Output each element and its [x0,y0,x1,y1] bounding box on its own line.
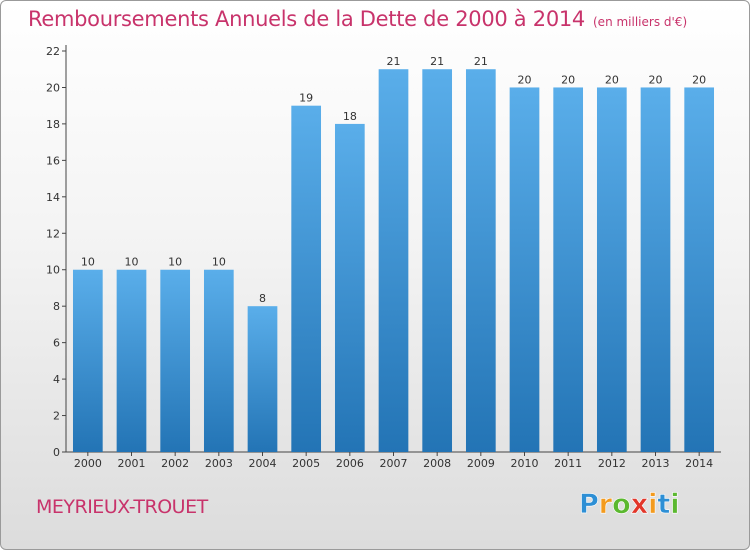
x-tick-label: 2005 [292,457,320,470]
bar [116,269,147,452]
bar [72,269,103,452]
y-axis: 0 2 4 6 8 10 12 14 16 18 20 22 [46,45,67,459]
y-tick-label: 0 [53,446,60,459]
bar-value-label: 21 [474,55,488,68]
bar-value-label: 20 [605,73,619,86]
proxiti-logo: Proxiti [579,489,680,523]
y-tick-label: 4 [53,373,60,386]
x-tick-label: 2002 [161,457,189,470]
bar-value-label: 21 [387,55,401,68]
bar-value-label: 10 [212,256,226,269]
logo-letter: i [670,489,680,521]
x-tick-label: 2012 [598,457,626,470]
bar [247,306,278,452]
bar [203,269,234,452]
unit-note: (en milliers d'€) [593,15,688,29]
chart-title: Remboursements Annuels de la Dette de 20… [28,7,687,31]
bar [291,105,322,452]
logo-letter: r [598,489,613,521]
x-tick-label: 2011 [554,457,582,470]
bar [422,69,453,453]
logo-letter: P [579,489,599,521]
bar-value-label: 10 [125,256,139,269]
y-tick-label: 14 [46,191,60,204]
logo-letter: t [657,489,671,521]
bar-value-label: 10 [81,256,95,269]
x-tick-label: 2013 [642,457,670,470]
x-tick-label: 2006 [336,457,364,470]
y-tick-label: 8 [53,300,60,313]
chart-title-text: Remboursements Annuels de la Dette de 20… [28,7,585,31]
bar-value-label: 20 [518,73,532,86]
x-tick-label: 2003 [205,457,233,470]
x-tick-label: 2009 [467,457,495,470]
y-tick-label: 10 [46,264,60,277]
y-tick-label: 18 [46,118,60,131]
bar [640,87,671,453]
y-tick-label: 22 [46,45,60,58]
x-axis: 2000 2001 2002 2003 2004 2005 2006 2007 2008 2009… [66,451,721,470]
city-name: MEYRIEUX-TROUET [36,496,208,518]
x-tick-label: 2001 [118,457,146,470]
bar-value-label: 21 [430,55,444,68]
y-tick-label: 20 [46,81,60,94]
y-tick-label: 6 [53,337,60,350]
data-labels: 10 10 10 10 8 19 18 21 21 21 20 20 20 20 20 [81,55,706,305]
y-tick-label: 12 [46,227,60,240]
bars [72,69,715,453]
bar-value-label: 20 [649,73,663,86]
bar [553,87,584,453]
x-tick-label: 2014 [685,457,713,470]
bar [160,269,191,452]
x-tick-label: 2010 [511,457,539,470]
bar [509,87,540,453]
logo-letter: o [612,489,631,521]
bar-value-label: 20 [561,73,575,86]
y-tick-label: 16 [46,154,60,167]
bar-value-label: 19 [299,92,313,105]
bar-value-label: 18 [343,110,357,123]
bar-value-label: 20 [692,73,706,86]
y-tick-label: 2 [53,410,60,423]
bar [378,69,409,453]
x-tick-label: 2004 [249,457,277,470]
x-tick-label: 2007 [380,457,408,470]
bar [465,69,496,453]
x-tick-label: 2000 [74,457,102,470]
bar [596,87,627,453]
bar [684,87,715,453]
bar-value-label: 8 [259,292,266,305]
bar [334,123,365,452]
logo-letter: x [630,489,649,521]
x-tick-label: 2008 [423,457,451,470]
bar-value-label: 10 [168,256,182,269]
logo-letter: i [648,489,658,521]
